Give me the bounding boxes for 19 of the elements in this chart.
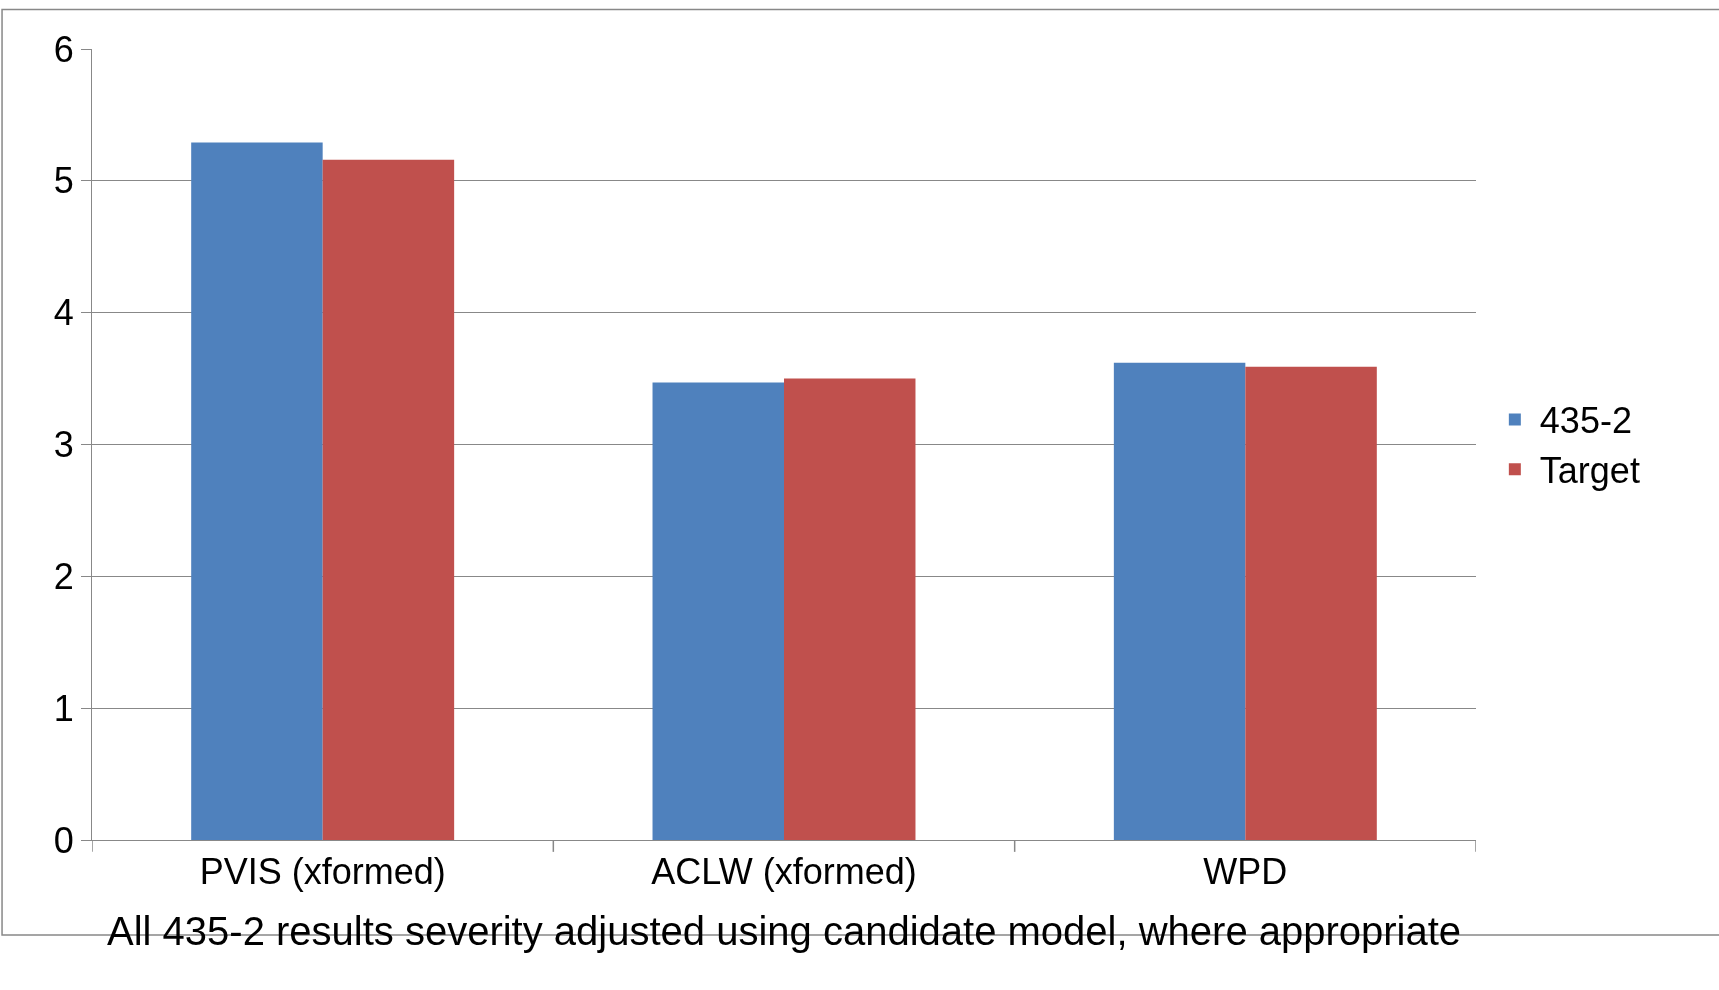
legend-label: 435-2	[1539, 400, 1632, 442]
x-tick-label: PVIS (xformed)	[199, 851, 446, 893]
y-tick-label: 0	[53, 819, 74, 861]
bar	[322, 159, 455, 840]
bar	[652, 382, 784, 840]
bar	[1113, 362, 1246, 840]
bar	[784, 378, 916, 840]
x-tick-label: ACLW (xformed)	[651, 851, 917, 893]
y-tick-label: 2	[53, 555, 74, 597]
y-tick-label: 4	[53, 292, 74, 334]
x-tick-label: WPD	[1203, 851, 1288, 893]
y-tick-label: 5	[53, 160, 74, 202]
y-tick-label: 3	[53, 424, 74, 466]
y-tick-label: 6	[53, 28, 74, 70]
legend-label: Target	[1539, 450, 1640, 492]
bar	[191, 142, 323, 840]
text: All 435-2 results severity adjusted using candidate model, where appropriate	[107, 909, 1462, 953]
bar	[1245, 366, 1377, 840]
y-tick-label: 1	[53, 687, 74, 729]
